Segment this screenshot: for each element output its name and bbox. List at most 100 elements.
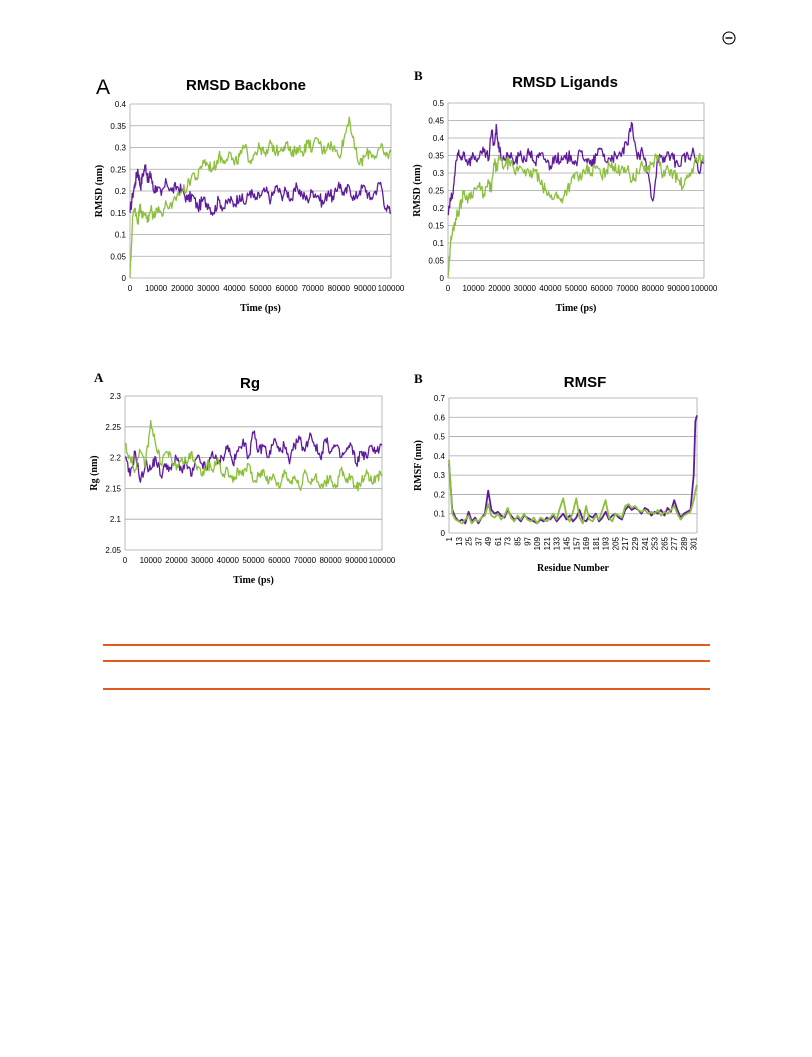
y-tick-label: 2.1 <box>110 515 122 524</box>
x-tick-label: 40000 <box>217 556 240 565</box>
y-tick-label: 0.3 <box>434 471 446 480</box>
y-tick-label: 2.15 <box>105 484 121 493</box>
y-tick-label: 0 <box>122 274 127 283</box>
y-tick-label: 2.05 <box>105 546 121 555</box>
y-tick-label: 0.35 <box>110 122 126 131</box>
rmsd-backbone-panel: A RMSD Backbone 0 0.05 0.1 0.15 0.2 0.25 0.3 0.35… <box>94 74 406 324</box>
x-tick-label: 217 <box>621 536 630 550</box>
y-axis-label: RMSD (nm) <box>412 164 423 217</box>
chart-title: RMSD Ligands <box>512 74 618 91</box>
rg-panel: A Rg 2.05 2.1 2.15 2.2 2.25 2.3 0 10000 20000 30000… <box>89 370 400 597</box>
x-tick-label: 121 <box>543 536 552 550</box>
y-tick-label: 0 <box>440 274 445 283</box>
x-tick-label: 85 <box>514 536 523 545</box>
y-tick-label: 0.2 <box>434 490 446 499</box>
y-tick-label: 0.05 <box>110 252 126 261</box>
rmsd-ligands-chart: B RMSD Ligands 0 0.05 0.1 0.15 0.2 0.25 0.3 0.35 0… <box>412 68 718 314</box>
x-tick-label: 169 <box>582 536 591 550</box>
circle-dash-icon <box>722 31 736 45</box>
x-tick-label: 73 <box>504 536 513 545</box>
y-tick-label: 0.25 <box>110 165 126 174</box>
x-tick-label: 100000 <box>378 284 405 293</box>
rmsd-ligands-panel: B RMSD Ligands 0 0.05 0.1 0.15 0.2 0.25 0.3 0.35 0… <box>410 68 730 324</box>
x-tick-label: 30000 <box>514 284 537 293</box>
x-tick-label: 193 <box>602 536 611 550</box>
y-tick-label: 0.6 <box>434 413 446 422</box>
series-line <box>448 415 698 525</box>
y-tick-label: 0.7 <box>434 394 446 403</box>
x-tick-label: 50000 <box>249 284 272 293</box>
x-tick-label: 133 <box>553 536 562 550</box>
x-tick-label: 20000 <box>165 556 188 565</box>
x-tick-label: 70000 <box>294 556 317 565</box>
x-tick-label: 1 <box>445 536 454 541</box>
y-tick-label: 0.1 <box>115 231 127 240</box>
chart-title: RMSF <box>564 374 607 391</box>
x-tick-label: 205 <box>611 536 620 550</box>
x-tick-label: 97 <box>523 536 532 545</box>
x-tick-label: 10000 <box>140 556 163 565</box>
x-tick-label: 301 <box>690 536 699 550</box>
x-tick-label: 229 <box>631 536 640 550</box>
x-tick-label: 70000 <box>302 284 325 293</box>
x-axis-label: Time (ps) <box>240 303 281 314</box>
x-tick-label: 109 <box>533 536 542 550</box>
y-tick-label: 0.5 <box>433 99 445 108</box>
x-tick-label: 265 <box>660 536 669 550</box>
x-tick-label: 50000 <box>242 556 265 565</box>
series-line <box>448 459 698 525</box>
series-line <box>129 116 392 279</box>
x-tick-label: 20000 <box>171 284 194 293</box>
x-tick-label: 0 <box>123 556 128 565</box>
y-tick-label: 0.45 <box>428 117 444 126</box>
x-tick-label: 157 <box>572 536 581 550</box>
x-tick-label: 0 <box>128 284 133 293</box>
y-tick-label: 0.35 <box>428 152 444 161</box>
x-tick-label: 253 <box>651 536 660 550</box>
chart-title: RMSD Backbone <box>186 77 306 94</box>
x-tick-label: 30000 <box>191 556 214 565</box>
x-tick-label: 13 <box>455 536 464 545</box>
y-tick-label: 0.05 <box>428 257 444 266</box>
y-tick-label: 0.4 <box>433 134 445 143</box>
y-tick-label: 0.5 <box>434 433 446 442</box>
x-tick-label: 37 <box>474 536 483 545</box>
y-tick-label: 2.25 <box>105 423 121 432</box>
y-tick-label: 0.1 <box>434 510 446 519</box>
y-tick-label: 0.3 <box>115 144 127 153</box>
x-tick-label: 70000 <box>616 284 639 293</box>
x-tick-label: 40000 <box>223 284 246 293</box>
x-tick-label: 60000 <box>275 284 298 293</box>
x-tick-label: 60000 <box>590 284 613 293</box>
series-line <box>129 164 392 216</box>
series-line <box>124 419 383 492</box>
x-tick-label: 30000 <box>197 284 220 293</box>
rmsf-chart: B RMSF 0 0.1 0.2 0.3 0.4 0.5 0.6 0.7 1 13 25 37 49 61 73… <box>413 371 699 574</box>
y-axis-label: RMSF (nm) <box>413 440 424 491</box>
x-tick-label: 49 <box>484 536 493 545</box>
orange-rule-3 <box>103 688 710 690</box>
x-tick-label: 20000 <box>488 284 511 293</box>
panel-letter: B <box>414 68 423 83</box>
y-tick-label: 0.4 <box>434 452 446 461</box>
y-tick-label: 0.15 <box>428 222 444 231</box>
x-axis-label: Time (ps) <box>556 303 597 314</box>
y-tick-label: 2.3 <box>110 392 122 401</box>
y-tick-label: 0.15 <box>110 209 126 218</box>
y-tick-label: 0.4 <box>115 100 127 109</box>
y-tick-label: 2.2 <box>110 454 122 463</box>
x-tick-label: 40000 <box>539 284 562 293</box>
x-tick-label: 90000 <box>354 284 377 293</box>
x-tick-label: 100000 <box>691 284 718 293</box>
x-tick-label: 241 <box>641 536 650 550</box>
y-axis-label: Rg (nm) <box>89 455 100 490</box>
series-line <box>447 152 705 279</box>
x-tick-label: 80000 <box>319 556 342 565</box>
x-tick-label: 50000 <box>565 284 588 293</box>
x-axis-label: Time (ps) <box>233 575 274 586</box>
y-tick-label: 0.2 <box>433 204 445 213</box>
x-tick-label: 10000 <box>462 284 485 293</box>
x-tick-label: 100000 <box>369 556 396 565</box>
x-tick-label: 289 <box>680 536 689 550</box>
rg-chart: A Rg 2.05 2.1 2.15 2.2 2.25 2.3 0 10000 20000 30000… <box>89 370 396 586</box>
